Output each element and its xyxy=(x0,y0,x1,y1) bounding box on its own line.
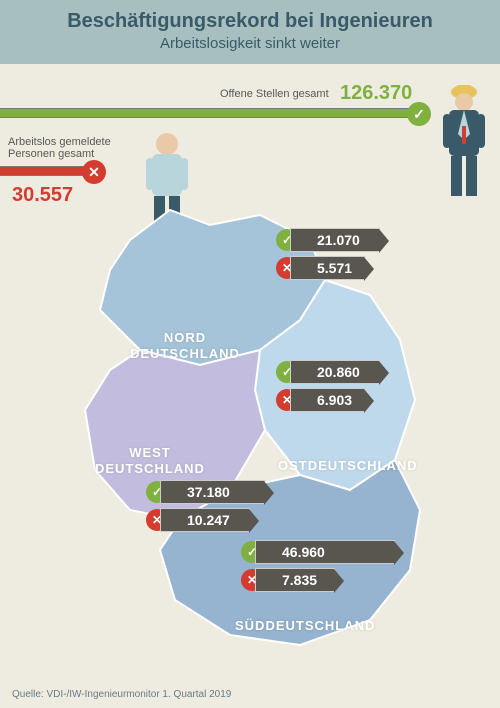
open-positions-bar: ✓ xyxy=(0,108,420,118)
flag-open: ✓ 20.860 xyxy=(290,360,380,384)
flags-nord: ✓ 21.070 ✕ 5.571 xyxy=(290,228,380,284)
page-title: Beschäftigungsrekord bei Ingenieuren xyxy=(0,10,500,33)
flags-ost: ✓ 20.860 ✕ 6.903 xyxy=(290,360,380,416)
label-ost: OSTDEUTSCHLAND xyxy=(278,458,418,474)
header-bar: Beschäftigungsrekord bei Ingenieuren Arb… xyxy=(0,0,500,64)
flag-unemp: ✕ 7.835 xyxy=(255,568,395,592)
label-west: WEST DEUTSCHLAND xyxy=(95,445,205,476)
check-icon: ✓ xyxy=(407,102,431,126)
open-positions-value: 126.370 xyxy=(340,82,412,105)
flag-unemp: ✕ 10.247 xyxy=(160,508,265,532)
open-positions-label: Offene Stellen gesamt xyxy=(220,88,329,100)
cross-icon: ✕ xyxy=(82,160,106,184)
flag-open: ✓ 21.070 xyxy=(290,228,380,252)
employed-person-icon xyxy=(436,82,492,202)
flag-unemp: ✕ 5.571 xyxy=(290,256,380,280)
flags-sued: ✓ 46.960 ✕ 7.835 xyxy=(255,540,395,596)
source-line: Quelle: VDI-/IW-Ingenieurmonitor 1. Quar… xyxy=(12,689,231,700)
flag-open: ✓ 46.960 xyxy=(255,540,395,564)
flags-west: ✓ 37.180 ✕ 10.247 xyxy=(160,480,265,536)
germany-map: NORD DEUTSCHLAND OSTDEUTSCHLAND WEST DEU… xyxy=(0,200,500,680)
page-subtitle: Arbeitslosigkeit sinkt weiter xyxy=(0,35,500,52)
label-sued: SÜDDEUTSCHLAND xyxy=(235,618,375,634)
unemployed-bar: ✕ xyxy=(0,166,95,176)
map-svg xyxy=(0,200,500,680)
label-nord: NORD DEUTSCHLAND xyxy=(130,330,240,361)
flag-unemp: ✕ 6.903 xyxy=(290,388,380,412)
unemployed-label: Arbeitslos gemeldete Personen gesamt xyxy=(8,136,111,160)
flag-open: ✓ 37.180 xyxy=(160,480,265,504)
